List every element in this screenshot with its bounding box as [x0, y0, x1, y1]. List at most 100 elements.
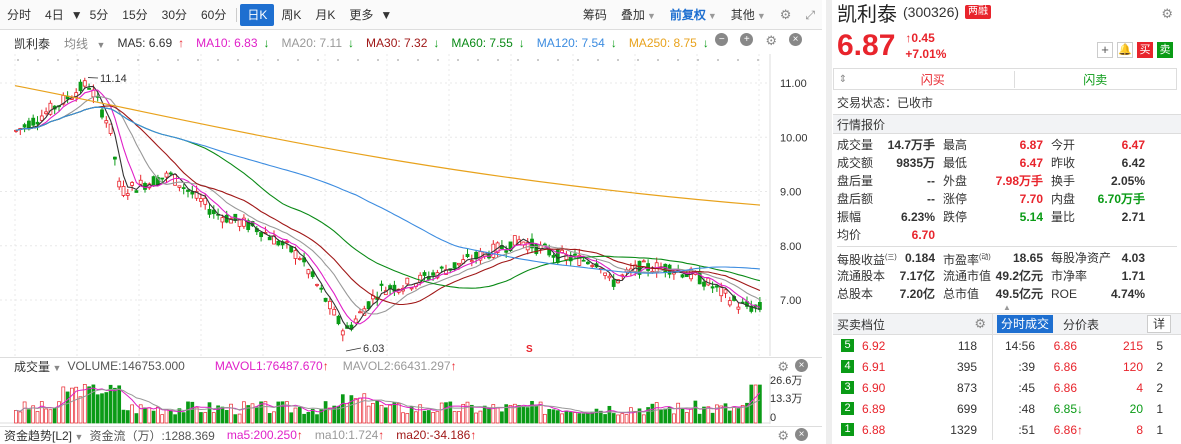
expand-icon[interactable]: ⤢	[805, 7, 815, 22]
fundamentals-1-4: 市净率	[1051, 269, 1088, 283]
tick-count: 1	[1156, 401, 1163, 416]
stats-2-5: 2.05%	[1110, 174, 1145, 188]
orderbook-row[interactable]: 4 6.91 395	[833, 356, 992, 377]
sell-signal-marker: S	[526, 344, 533, 355]
tick-price: 6.86	[1053, 380, 1077, 395]
settings-icon[interactable]: ⚙	[777, 428, 789, 443]
settings-icon[interactable]: ⚙	[974, 316, 986, 331]
chip-distribution-button[interactable]: 筹码	[582, 7, 607, 22]
period-tab-6[interactable]: 日K	[240, 3, 275, 26]
sell-button[interactable]: 卖	[1157, 42, 1173, 58]
collapse-chevron-icon[interactable]: ▲	[1003, 303, 1011, 312]
tick-time: :45	[1018, 380, 1035, 395]
add-watchlist-button[interactable]: +	[1097, 42, 1113, 58]
level-price: 6.90	[862, 380, 886, 395]
tick-row: :51 6.86 ↑ 8 1	[997, 419, 1181, 440]
period-tab-3[interactable]: 15分	[122, 7, 148, 22]
close-icon[interactable]: ×	[789, 33, 802, 46]
tick-row: 14:56 6.86 215 5	[997, 335, 1181, 356]
chevron-down-icon: ▼	[756, 10, 766, 21]
period-tab-8[interactable]: 月K	[315, 7, 336, 22]
period-tab-9[interactable]: 更多	[349, 7, 374, 22]
close-icon[interactable]: ×	[795, 428, 808, 441]
vol-tick-zero: 0	[770, 412, 776, 424]
stats-3-1: --	[927, 192, 935, 206]
settings-icon[interactable]: ⚙	[779, 6, 792, 22]
orderbook: 5 6.92 118 4 6.91 395 3 6.90 873 2 6.89 699…	[833, 335, 993, 440]
ma-type-selector[interactable]: 均线 ▼	[64, 36, 106, 51]
tick-price: 6.85	[1053, 401, 1077, 416]
level-badge: 5	[841, 339, 854, 352]
alert-bell-icon[interactable]: 🔔	[1117, 42, 1133, 58]
period-tab-2[interactable]: 5分	[89, 7, 109, 22]
tick-row: :45 6.86 4 2	[997, 377, 1181, 398]
other-button[interactable]: 其他 ▼	[730, 7, 766, 22]
fundamentals-2-4: ROE	[1051, 287, 1078, 301]
period-tab-7[interactable]: 周K	[281, 7, 302, 22]
chevron-down-icon: ▼	[380, 7, 393, 22]
kline-chart[interactable]: 11.00 10.00 9.00 8.00 7.00 11.14 6.03 S	[0, 54, 822, 356]
vol-tick-high: 26.6万	[770, 375, 802, 387]
overlay-button[interactable]: 叠加 ▼	[620, 7, 656, 22]
level-volume: 395	[956, 359, 977, 374]
minus-icon[interactable]: −	[715, 33, 729, 46]
adjust-button[interactable]: 前复权 ▼	[669, 7, 717, 22]
fundamentals-2-0: 总股本	[837, 287, 874, 301]
orderbook-row[interactable]: 1 6.88 1329	[833, 419, 992, 440]
flow-value: 资金流（万）:1288.369	[89, 428, 215, 443]
tab-tick-trades[interactable]: 分时成交	[997, 315, 1054, 333]
settings-icon[interactable]: ⚙	[777, 359, 789, 374]
tick-time: :48	[1018, 401, 1035, 416]
settings-icon[interactable]: ⚙	[765, 33, 777, 48]
flash-sell-button[interactable]: 闪卖	[1083, 72, 1108, 87]
stats-3-0: 盘后额	[837, 192, 874, 206]
trade-status: 交易状态：已收市	[837, 96, 934, 110]
tab-price-table[interactable]: 分价表	[1063, 317, 1100, 332]
collapse-icon[interactable]: ⇕	[838, 73, 848, 85]
tick-count: 1	[1156, 422, 1163, 437]
eps-sup: (三)	[885, 254, 897, 261]
orderbook-row[interactable]: 3 6.90 873	[833, 377, 992, 398]
orderbook-row[interactable]: 2 6.89 699	[833, 398, 992, 419]
stats-4-5: 2.71	[1121, 210, 1145, 224]
level-volume: 118	[957, 338, 977, 353]
mavol1-legend: MAVOL1:76487.670↑	[214, 359, 329, 373]
flow-ma10: ma10:1.724↑	[314, 428, 385, 442]
fundamentals-1-3: 49.2亿元	[995, 269, 1043, 283]
price-change: ↑0.45	[905, 31, 935, 45]
tick-count: 2	[1156, 359, 1163, 374]
panel-divider[interactable]	[826, 0, 832, 444]
fundamentals-0-4: 每股净资产	[1051, 251, 1112, 265]
ma20-legend: MA20: 7.11 ↓	[281, 36, 355, 50]
plus-icon[interactable]: +	[740, 33, 754, 46]
fundamentals-2-2: 总市值	[943, 287, 980, 301]
volume-value: VOLUME:146753.000	[67, 359, 185, 373]
tick-arrow: ↓	[1077, 401, 1083, 416]
buy-button[interactable]: 买	[1137, 42, 1153, 58]
period-tab-1[interactable]: 4日	[45, 7, 64, 22]
period-tab-5[interactable]: 60分	[201, 7, 227, 22]
settings-icon[interactable]: ⚙	[1161, 6, 1173, 21]
tick-price: 6.86	[1053, 338, 1077, 353]
flash-buy-button[interactable]: 闪买	[852, 70, 1015, 88]
detail-button[interactable]: 详	[1146, 315, 1171, 333]
ma120-legend: MA120: 7.54 ↓	[536, 36, 617, 50]
volume-chart[interactable]: 26.6万 13.3万 0	[0, 374, 822, 424]
flow-title[interactable]: 资金趋势[L2] ▼	[4, 428, 84, 443]
volume-title[interactable]: 成交量 ▼	[14, 359, 62, 374]
fundamentals-1-0: 流通股本	[837, 269, 886, 283]
level-badge: 4	[841, 360, 854, 373]
stats-4-3: 5.14	[1019, 210, 1043, 224]
stats-1-0: 成交额	[837, 156, 874, 170]
ma10-legend: MA10: 6.83 ↓	[196, 36, 270, 50]
level-volume: 699	[956, 401, 977, 416]
ma30-legend: MA30: 7.32 ↓	[366, 36, 440, 50]
period-tab-4[interactable]: 30分	[161, 7, 187, 22]
price-tick-label: 9.00	[780, 187, 801, 199]
period-tab-0[interactable]: 分时	[7, 7, 32, 22]
stats-5-1: 6.70	[911, 228, 935, 242]
stats-2-3: 7.98万手	[995, 174, 1043, 188]
chevron-down-icon: ▼	[707, 10, 717, 21]
orderbook-row[interactable]: 5 6.92 118	[833, 335, 992, 356]
close-icon[interactable]: ×	[795, 359, 808, 372]
